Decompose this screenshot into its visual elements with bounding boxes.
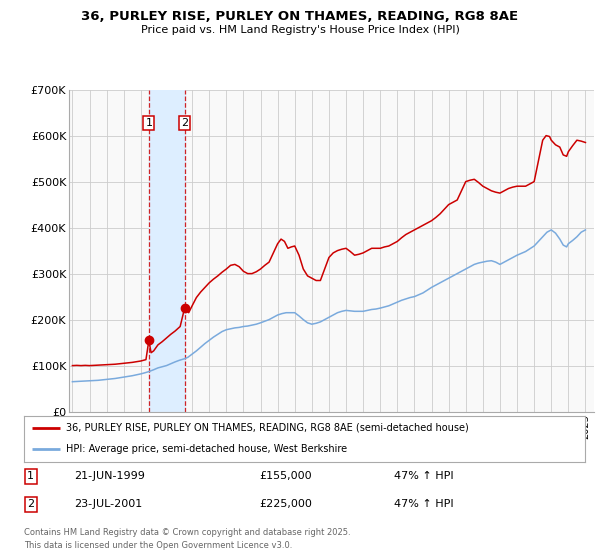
Text: HPI: Average price, semi-detached house, West Berkshire: HPI: Average price, semi-detached house,… [66, 444, 347, 454]
Text: £155,000: £155,000 [260, 471, 312, 481]
Text: 1: 1 [27, 471, 34, 481]
Text: 47% ↑ HPI: 47% ↑ HPI [394, 500, 454, 510]
Text: 1: 1 [145, 118, 152, 128]
Bar [149, 90, 185, 412]
Text: 36, PURLEY RISE, PURLEY ON THAMES, READING, RG8 8AE: 36, PURLEY RISE, PURLEY ON THAMES, READI… [82, 10, 518, 23]
Text: 2: 2 [181, 118, 188, 128]
Text: 47% ↑ HPI: 47% ↑ HPI [394, 471, 454, 481]
Text: £225,000: £225,000 [260, 500, 313, 510]
Text: 21-JUN-1999: 21-JUN-1999 [74, 471, 145, 481]
Text: 23-JUL-2001: 23-JUL-2001 [74, 500, 143, 510]
Text: Price paid vs. HM Land Registry's House Price Index (HPI): Price paid vs. HM Land Registry's House … [140, 25, 460, 35]
Text: 36, PURLEY RISE, PURLEY ON THAMES, READING, RG8 8AE (semi-detached house): 36, PURLEY RISE, PURLEY ON THAMES, READI… [66, 423, 469, 432]
Text: Contains HM Land Registry data © Crown copyright and database right 2025.
This d: Contains HM Land Registry data © Crown c… [24, 528, 350, 550]
Text: 2: 2 [27, 500, 34, 510]
